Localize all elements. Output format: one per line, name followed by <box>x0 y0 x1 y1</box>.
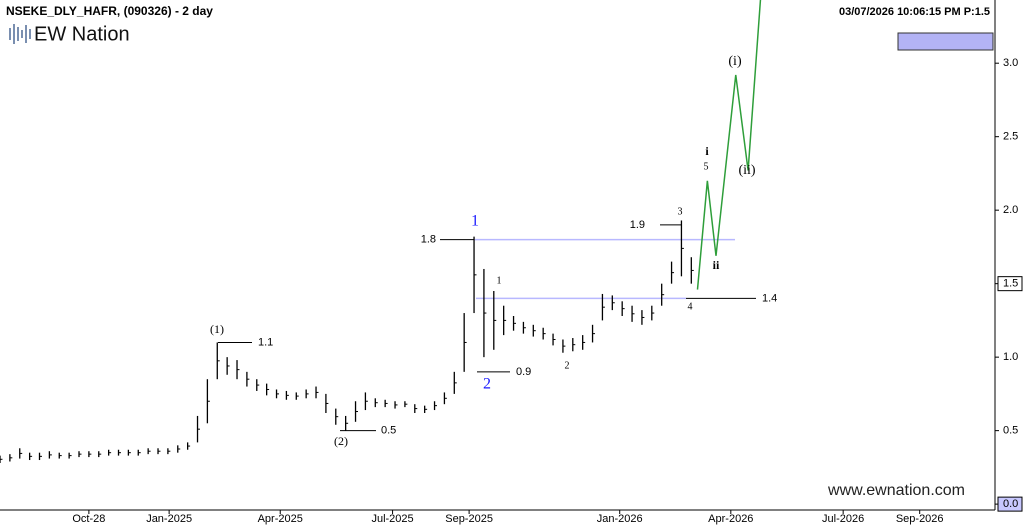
logo: EW Nation <box>34 23 130 45</box>
x-tick-label: Jul-2026 <box>822 513 864 525</box>
logo-icon <box>9 24 31 44</box>
y-tick-label: 2.5 <box>1003 131 1018 143</box>
watermark: www.ewnation.com <box>827 482 965 499</box>
wave-label: 5 <box>704 161 709 172</box>
wave-label: ii <box>713 258 720 272</box>
level-label: 0.9 <box>516 366 531 378</box>
x-tick-label: Jul-2025 <box>371 513 413 525</box>
wave-label: 4 <box>688 301 693 312</box>
wave-label: (ii) <box>738 163 755 178</box>
projection-line <box>696 0 762 290</box>
level-label: 1.8 <box>421 233 436 245</box>
wave-label: 1 <box>497 275 502 286</box>
level-label: 1.9 <box>630 219 645 231</box>
x-tick-label: Apr-2025 <box>258 513 303 525</box>
wave-label: (2) <box>334 434 348 448</box>
y-tick-label: 1.0 <box>1003 351 1018 363</box>
wave-label: i <box>705 144 709 158</box>
x-tick-label: Jan-2025 <box>146 513 192 525</box>
wave-label: 1 <box>471 213 479 230</box>
chart-title: NSEKE_DLY_HAFR, (090326) - 2 day <box>6 4 213 18</box>
level-label: 1.1 <box>258 336 273 348</box>
wave-label: 2 <box>483 376 491 393</box>
x-tick-label: Apr-2026 <box>708 513 753 525</box>
marker-box <box>897 32 994 51</box>
wave-label: (i) <box>728 54 742 69</box>
wave-label: (1) <box>210 322 224 336</box>
x-tick-label: Sep-2026 <box>896 513 944 525</box>
y-tick-label: 0.0 <box>1003 498 1018 510</box>
y-tick-label: 1.5 <box>1003 278 1018 290</box>
x-tick-label: Sep-2025 <box>445 513 493 525</box>
level-label: 1.4 <box>762 292 777 304</box>
y-tick-label: 0.5 <box>1003 425 1018 437</box>
x-tick-label: Jan-2026 <box>597 513 643 525</box>
y-tick-box <box>997 276 1023 292</box>
y-tick-label: 2.0 <box>1003 204 1018 216</box>
level-label: 0.5 <box>381 425 396 437</box>
x-tick-label: Oct-28 <box>72 513 105 525</box>
y-tick-box <box>997 496 1023 512</box>
wave-label: 3 <box>678 206 683 217</box>
wave-label: 2 <box>565 360 570 371</box>
timestamp: 03/07/2026 10:06:15 PM P:1.5 <box>839 6 990 18</box>
y-tick-label: 3.0 <box>1003 57 1018 69</box>
